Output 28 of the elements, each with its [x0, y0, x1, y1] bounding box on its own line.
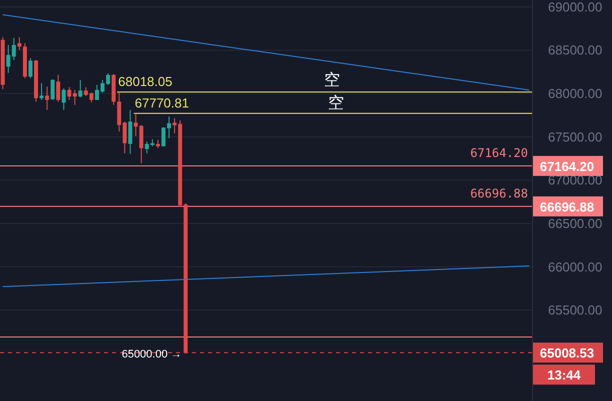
- candlestick: [56, 74, 60, 102]
- text: 66696.88: [540, 199, 594, 214]
- ref-line-label: 67770.81: [134, 95, 190, 110]
- ref-line-label: 67164.20: [470, 146, 528, 160]
- candlestick: [50, 78, 55, 100]
- candlestick: [62, 88, 66, 110]
- annotation: 空: [328, 94, 344, 112]
- annotation: 空: [324, 71, 340, 89]
- text: 67164.20: [540, 158, 594, 174]
- y-tick-label: 67000.00: [548, 172, 602, 188]
- candlestick: [78, 79, 82, 98]
- text: 13:44: [547, 368, 582, 383]
- candlestick: [45, 86, 50, 110]
- y-tick-label: 66500.00: [548, 216, 602, 231]
- y-tick-label: 68500.00: [548, 42, 602, 58]
- annotation: 65000.00 →: [122, 348, 182, 360]
- candlestick: [17, 36, 22, 50]
- candlestick: [40, 82, 44, 100]
- y-tick-label: 68000.00: [548, 86, 602, 102]
- y-tick-label: 67500.00: [548, 129, 602, 144]
- ref-line-label: 65008.53: [540, 346, 594, 361]
- candlestick: [28, 58, 32, 79]
- candlestick: [128, 109, 132, 154]
- y-tick-label: 66000.00: [548, 259, 602, 274]
- ref-line-label: 66696.88: [470, 186, 528, 200]
- ref-line-label: 68018.05: [118, 74, 172, 89]
- y-tick-label: 69000.00: [548, 0, 602, 14]
- y-tick-label: 65500.00: [548, 302, 602, 318]
